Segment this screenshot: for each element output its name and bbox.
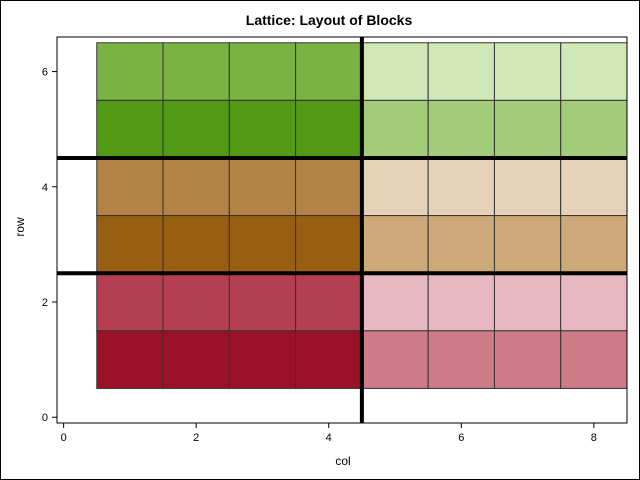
x-tick-label: 4 — [326, 432, 332, 444]
lattice-cell-r1-c4 — [295, 330, 363, 389]
lattice-cell-r6-c7 — [493, 42, 562, 101]
y-tick-label: 4 — [42, 182, 48, 194]
plot-area — [57, 37, 628, 423]
lattice-cell-r5-c4 — [295, 99, 363, 159]
lattice-cell-r4-c8 — [560, 157, 628, 217]
lattice-cell-r2-c2 — [162, 272, 230, 332]
lattice-cell-r5-c7 — [493, 99, 562, 159]
axes: 0 2 4 6 8 0 2 4 6 — [42, 36, 628, 444]
lattice-cell-r3-c4 — [295, 215, 363, 274]
lattice-cell-r2-c1 — [96, 272, 164, 332]
lattice-cell-r2-c8 — [560, 272, 628, 332]
lattice-cell-r5-c6 — [427, 99, 495, 159]
y-tick-label: 0 — [42, 412, 48, 424]
x-tick-label: 2 — [193, 432, 199, 444]
lattice-cell-r5-c8 — [560, 99, 628, 159]
lattice-cell-r3-c1 — [96, 215, 164, 274]
lattice-cell-r2-c5 — [361, 272, 429, 332]
x-axis-label: col — [335, 454, 350, 468]
lattice-cell-r4-c6 — [427, 157, 495, 217]
lattice-cell-r6-c8 — [560, 42, 628, 101]
lattice-cell-r5-c1 — [96, 99, 164, 159]
lattice-cell-r4-c2 — [162, 157, 230, 217]
lattice-cell-r4-c5 — [361, 157, 429, 217]
lattice-cell-r6-c2 — [162, 42, 230, 101]
lattice-cell-r1-c2 — [162, 330, 230, 389]
lattice-cell-r1-c7 — [493, 330, 562, 389]
lattice-cell-r3-c6 — [427, 215, 495, 274]
lattice-cell-r1-c5 — [361, 330, 429, 389]
chart-title: Lattice: Layout of Blocks — [246, 12, 413, 28]
lattice-cell-r5-c3 — [228, 99, 297, 159]
lattice-cell-r6-c1 — [96, 42, 164, 101]
lattice-cell-r4-c3 — [228, 157, 297, 217]
lattice-cell-r1-c1 — [96, 330, 164, 389]
lattice-cell-r1-c6 — [427, 330, 495, 389]
lattice-cell-r1-c3 — [228, 330, 297, 389]
y-tick-label: 2 — [42, 297, 48, 309]
lattice-cell-r2-c6 — [427, 272, 495, 332]
lattice-cell-r4-c4 — [295, 157, 363, 217]
lattice-cell-r6-c6 — [427, 42, 495, 101]
lattice-cell-r3-c3 — [228, 215, 297, 274]
y-tick-label: 6 — [42, 67, 48, 79]
lattice-cell-r2-c3 — [228, 272, 297, 332]
lattice-cell-r4-c7 — [493, 157, 562, 217]
lattice-cell-r6-c5 — [361, 42, 429, 101]
y-axis-label: row — [13, 217, 27, 237]
lattice-cell-r5-c2 — [162, 99, 230, 159]
lattice-cell-r1-c8 — [560, 330, 628, 389]
lattice-cell-r2-c4 — [295, 272, 363, 332]
x-tick-label: 8 — [591, 432, 597, 444]
lattice-cell-r3-c5 — [361, 215, 429, 274]
lattice-cell-r5-c5 — [361, 99, 429, 159]
x-tick-label: 6 — [458, 432, 464, 444]
lattice-cell-r4-c1 — [96, 157, 164, 217]
x-tick-label: 0 — [61, 432, 67, 444]
lattice-cell-r3-c8 — [560, 215, 628, 274]
lattice-cell-r6-c3 — [228, 42, 297, 101]
lattice-cell-r2-c7 — [493, 272, 562, 332]
lattice-cell-r3-c2 — [162, 215, 230, 274]
plot-frame — [56, 36, 628, 424]
lattice-cell-r6-c4 — [295, 42, 363, 101]
lattice-cell-r3-c7 — [493, 215, 562, 274]
